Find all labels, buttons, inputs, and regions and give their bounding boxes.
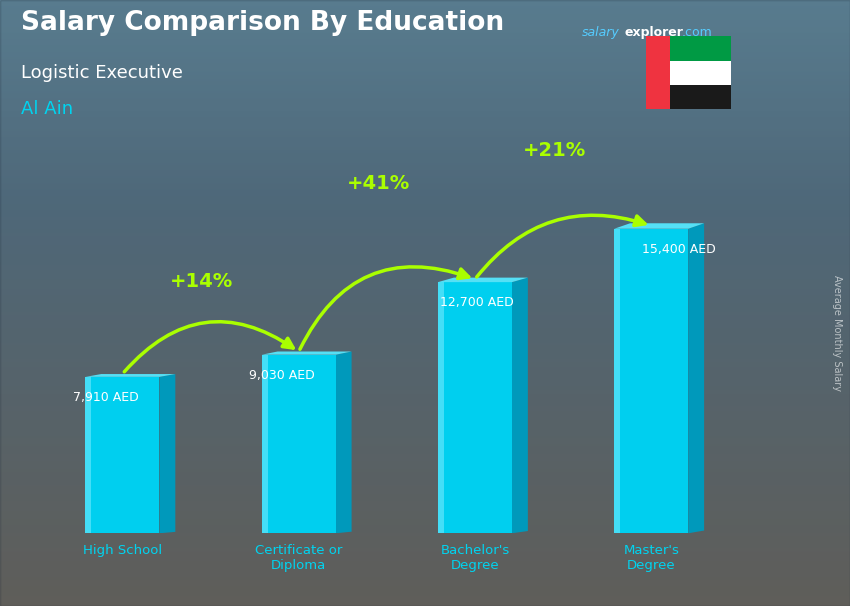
Bar [86, 377, 91, 533]
Text: Average Monthly Salary: Average Monthly Salary [832, 275, 842, 391]
Text: +14%: +14% [170, 273, 234, 291]
Polygon shape [262, 351, 352, 355]
Bar [670, 61, 731, 85]
Text: 7,910 AED: 7,910 AED [73, 391, 139, 404]
Bar [262, 355, 336, 533]
Polygon shape [688, 223, 704, 533]
Polygon shape [615, 223, 704, 228]
Polygon shape [336, 351, 352, 533]
Text: explorer: explorer [625, 27, 683, 39]
Text: 15,400 AED: 15,400 AED [643, 242, 717, 256]
Bar [262, 355, 268, 533]
Bar [646, 36, 670, 109]
Text: Logistic Executive: Logistic Executive [21, 64, 183, 82]
Polygon shape [512, 278, 528, 533]
Bar [615, 228, 620, 533]
Bar [438, 282, 444, 533]
Text: Al Ain: Al Ain [21, 100, 73, 118]
Text: 9,030 AED: 9,030 AED [249, 368, 315, 382]
Bar [86, 377, 160, 533]
Text: salary: salary [582, 27, 620, 39]
Text: .com: .com [682, 27, 712, 39]
Text: Salary Comparison By Education: Salary Comparison By Education [21, 10, 504, 36]
Text: +21%: +21% [523, 141, 586, 159]
Bar [438, 282, 512, 533]
Polygon shape [86, 374, 175, 377]
Text: 12,700 AED: 12,700 AED [439, 296, 513, 309]
Text: +41%: +41% [347, 174, 410, 193]
Polygon shape [438, 278, 528, 282]
Bar [670, 36, 731, 61]
Polygon shape [160, 374, 175, 533]
Bar [615, 228, 688, 533]
Bar [670, 85, 731, 109]
